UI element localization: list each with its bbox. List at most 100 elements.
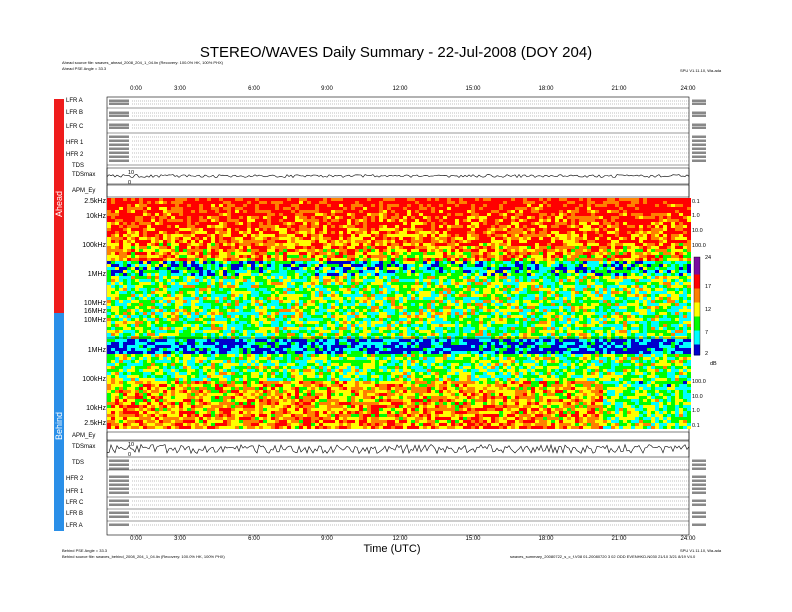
heatmap-cell: [311, 276, 315, 279]
heatmap-cell: [615, 237, 619, 240]
heatmap-cell: [239, 204, 243, 207]
heatmap-cell: [287, 198, 291, 201]
heatmap-cell: [687, 255, 691, 258]
heatmap-cell: [507, 255, 511, 258]
heatmap-cell: [159, 252, 163, 255]
heatmap-cell: [155, 222, 159, 225]
heatmap-cell: [171, 264, 175, 267]
heatmap-cell: [687, 237, 691, 240]
heatmap-cell: [183, 213, 187, 216]
heatmap-cell: [235, 264, 239, 267]
heatmap-cell: [443, 222, 447, 225]
heatmap-cell: [419, 273, 423, 276]
heatmap-cell: [191, 258, 195, 261]
heatmap-cell: [475, 210, 479, 213]
heatmap-cell: [531, 198, 535, 201]
heatmap-cell: [175, 246, 179, 249]
heatmap-cell: [479, 279, 483, 282]
heatmap-cell: [223, 204, 227, 207]
heatmap-cell: [363, 246, 367, 249]
heatmap-cell: [507, 258, 511, 261]
heatmap-cell: [299, 249, 303, 252]
heatmap-cell: [423, 210, 427, 213]
heatmap-cell: [399, 282, 403, 285]
heatmap-cell: [199, 255, 203, 258]
heatmap-cell: [307, 258, 311, 261]
heatmap-cell: [207, 222, 211, 225]
heatmap-cell: [211, 210, 215, 213]
heatmap-cell: [179, 249, 183, 252]
heatmap-cell: [519, 285, 523, 288]
heatmap-cell: [107, 264, 111, 267]
heatmap-cell: [379, 255, 383, 258]
heatmap-cell: [491, 234, 495, 237]
heatmap-cell: [603, 204, 607, 207]
heatmap-cell: [135, 231, 139, 234]
heatmap-cell: [231, 270, 235, 273]
heatmap-cell: [607, 231, 611, 234]
heatmap-cell: [235, 237, 239, 240]
heatmap-cell: [531, 204, 535, 207]
heatmap-cell: [111, 255, 115, 258]
heatmap-cell: [491, 288, 495, 291]
heatmap-cell: [679, 258, 683, 261]
heatmap-cell: [463, 219, 467, 222]
heatmap-cell: [211, 279, 215, 282]
heatmap-cell: [455, 279, 459, 282]
heatmap-cell: [347, 288, 351, 291]
heatmap-cell: [111, 291, 115, 294]
heatmap-cell: [323, 219, 327, 222]
heatmap-cell: [643, 198, 647, 201]
heatmap-cell: [195, 276, 199, 279]
heatmap-cell: [187, 249, 191, 252]
heatmap-cell: [151, 207, 155, 210]
heatmap-cell: [207, 273, 211, 276]
heatmap-cell: [327, 222, 331, 225]
heatmap-cell: [495, 267, 499, 270]
heatmap-cell: [371, 219, 375, 222]
heatmap-cell: [315, 237, 319, 240]
behind-freq-label: 2.5kHz: [84, 420, 106, 427]
heatmap-cell: [243, 240, 247, 243]
heatmap-cell: [183, 255, 187, 258]
heatmap-cell: [575, 258, 579, 261]
heatmap-cell: [623, 198, 627, 201]
heatmap-cell: [607, 222, 611, 225]
heatmap-cell: [231, 216, 235, 219]
heatmap-cell: [603, 270, 607, 273]
heatmap-cell: [179, 285, 183, 288]
heatmap-cell: [371, 228, 375, 231]
heatmap-cell: [427, 255, 431, 258]
heatmap-cell: [291, 285, 295, 288]
heatmap-cell: [223, 258, 227, 261]
heatmap-cell: [251, 243, 255, 246]
heatmap-cell: [655, 210, 659, 213]
heatmap-cell: [267, 198, 271, 201]
heatmap-cell: [671, 201, 675, 204]
heatmap-cell: [143, 201, 147, 204]
heatmap-cell: [683, 243, 687, 246]
heatmap-cell: [423, 294, 427, 297]
heatmap-cell: [467, 234, 471, 237]
heatmap-cell: [211, 222, 215, 225]
heatmap-cell: [111, 201, 115, 204]
heatmap-cell: [399, 237, 403, 240]
heatmap-cell: [151, 258, 155, 261]
heatmap-cell: [563, 285, 567, 288]
heatmap-cell: [127, 297, 131, 300]
heatmap-cell: [559, 273, 563, 276]
heatmap-cell: [451, 228, 455, 231]
heatmap-cell: [279, 231, 283, 234]
heatmap-cell: [383, 270, 387, 273]
heatmap-cell: [167, 261, 171, 264]
heatmap-cell: [531, 270, 535, 273]
heatmap-cell: [619, 234, 623, 237]
heatmap-cell: [331, 225, 335, 228]
heatmap-cell: [159, 210, 163, 213]
heatmap-cell: [147, 264, 151, 267]
heatmap-cell: [479, 264, 483, 267]
heatmap-cell: [515, 243, 519, 246]
heatmap-cell: [639, 279, 643, 282]
heatmap-cell: [331, 213, 335, 216]
heatmap-cell: [251, 252, 255, 255]
